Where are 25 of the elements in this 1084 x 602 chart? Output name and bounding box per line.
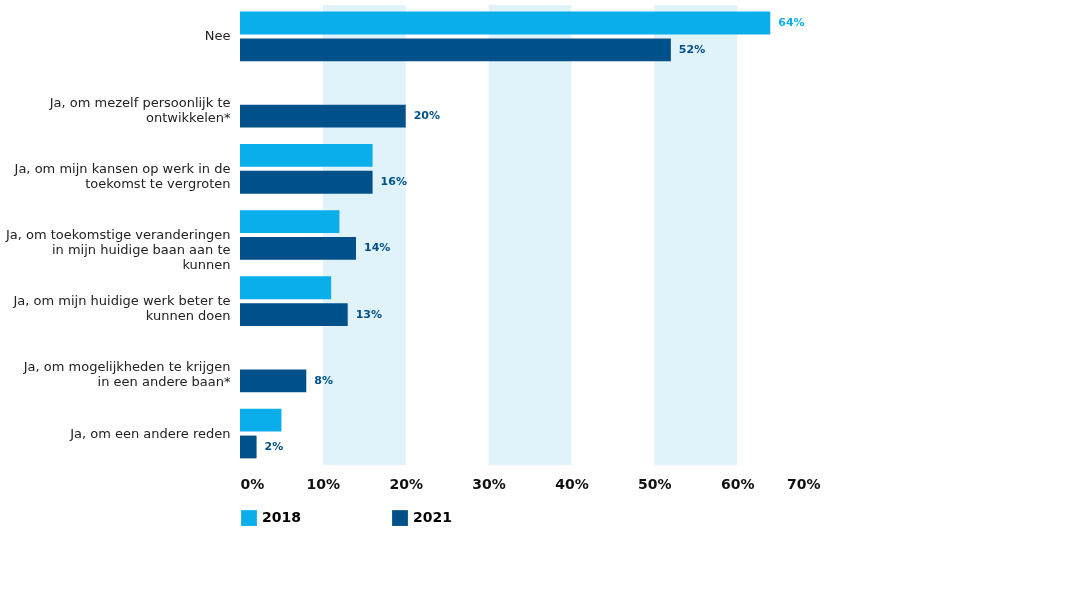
x-tick-label: 70% [786,475,821,492]
data-label: 13% [355,307,383,321]
y-tick-label: Nee [204,28,231,44]
y-tick-label: Ja, om mijn huidige werk beter te kunnen doen [12,293,231,324]
y-tick-label: Ja, om mijn kansen op werk in de toekomst te vergroten [13,160,231,191]
legend-label: 2018 [262,509,301,526]
data-label: 8% [314,373,333,387]
data-label: 2% [264,439,284,453]
y-tick-label: Ja, om een andere reden [69,425,231,441]
x-tick-label: 10% [306,475,341,492]
x-tick-label: 20% [389,475,423,492]
data-label: 52% [678,42,706,56]
y-tick-label: Ja, om mezelf persoonlijk te ontwikkelen* [48,94,231,125]
x-tick-label: 40% [555,475,589,492]
legend-label: 2021 [413,509,452,526]
x-tick-label: 50% [638,475,672,492]
y-tick-label: Ja, om toekomstige veranderingen in mijn huidige baan aan te kunnen [4,227,231,272]
x-tick-label: 0% [240,475,265,492]
x-tick-label: 30% [472,475,506,492]
x-tick-label: 60% [720,475,755,492]
data-label: 14% [364,241,391,255]
data-label: 20% [413,109,441,123]
y-tick-label: Ja, om mogelijkheden te krijgen in een andere baan* [22,359,231,390]
data-label: 16% [380,175,407,189]
data-label: 64% [778,16,805,30]
